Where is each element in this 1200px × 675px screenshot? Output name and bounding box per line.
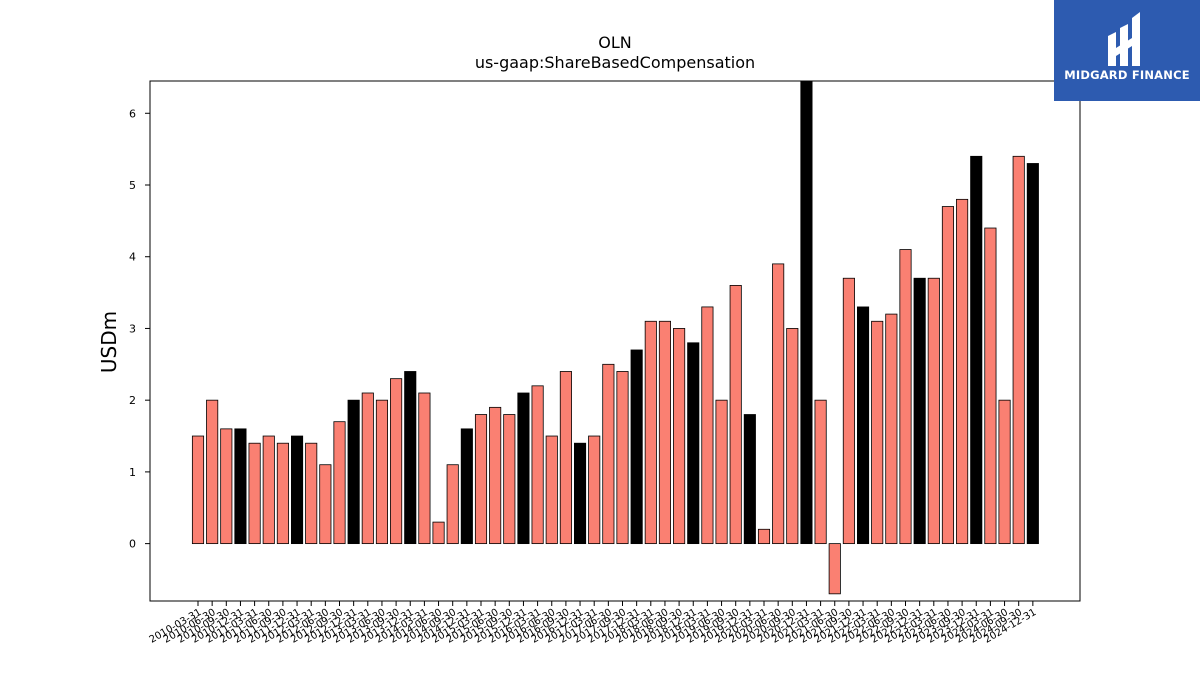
bar — [828, 543, 841, 595]
bar — [347, 399, 360, 545]
bar — [871, 320, 884, 545]
bar — [319, 464, 332, 545]
bar — [616, 371, 629, 545]
bar — [559, 371, 572, 545]
bar — [956, 198, 969, 545]
bar — [772, 263, 785, 545]
chart-title: OLN — [598, 33, 631, 52]
bar — [517, 392, 530, 545]
bar — [503, 414, 516, 545]
bar — [305, 442, 318, 545]
midgard-logo-icon — [1108, 12, 1140, 66]
bar — [418, 392, 431, 545]
bar — [998, 399, 1011, 545]
y-tick-label: 5 — [129, 179, 136, 192]
bar — [857, 306, 870, 545]
bar — [404, 371, 417, 545]
bar — [644, 320, 657, 545]
bar — [248, 442, 261, 545]
bar — [984, 227, 997, 545]
bar — [474, 414, 488, 545]
bar — [885, 313, 898, 545]
y-tick-label: 2 — [129, 394, 136, 407]
bar — [687, 342, 700, 545]
bar — [800, 81, 813, 545]
plot-frame — [149, 80, 1081, 602]
bar — [446, 464, 459, 545]
bar — [220, 428, 233, 545]
bar — [602, 363, 615, 545]
bar — [531, 385, 544, 545]
y-tick-label: 3 — [129, 322, 136, 335]
bar — [630, 349, 643, 545]
bar — [333, 421, 346, 545]
logo-text: MIDGARD FINANCE — [1064, 68, 1190, 82]
bar — [715, 399, 728, 545]
bar — [757, 528, 771, 545]
bar — [588, 435, 601, 545]
bar — [970, 155, 983, 545]
y-tick-label: 0 — [129, 538, 136, 551]
bar — [1012, 155, 1025, 545]
bar — [574, 442, 587, 545]
chart-subtitle: us-gaap:ShareBasedCompensation — [475, 53, 755, 72]
bar — [375, 399, 388, 545]
bar — [1026, 163, 1039, 545]
bar — [489, 406, 502, 545]
bar — [899, 249, 912, 545]
bar — [262, 435, 275, 545]
bar — [842, 277, 855, 545]
plot-area: 01234562010-03-312010-06-302010-09-30201… — [129, 80, 1081, 646]
bar — [743, 414, 756, 545]
bar — [814, 399, 827, 545]
y-axis-label: USDm — [97, 311, 121, 373]
bar — [460, 428, 473, 545]
bar — [913, 277, 926, 545]
bar — [191, 435, 205, 545]
bar — [729, 285, 742, 545]
y-tick-label: 6 — [129, 107, 136, 120]
bar — [658, 320, 671, 545]
bar — [786, 328, 799, 545]
bar — [276, 442, 289, 545]
bar — [432, 521, 445, 545]
y-tick-label: 4 — [129, 251, 136, 264]
bar — [206, 399, 219, 545]
bar — [673, 328, 686, 545]
bar — [545, 435, 558, 545]
bar — [941, 206, 954, 545]
bar — [234, 428, 247, 545]
bar — [927, 277, 940, 545]
bar — [390, 378, 403, 545]
bar — [290, 435, 304, 545]
midgard-finance-logo: MIDGARD FINANCE — [1054, 0, 1200, 101]
bar — [361, 392, 374, 545]
bar — [701, 306, 714, 545]
y-tick-label: 1 — [129, 466, 136, 479]
